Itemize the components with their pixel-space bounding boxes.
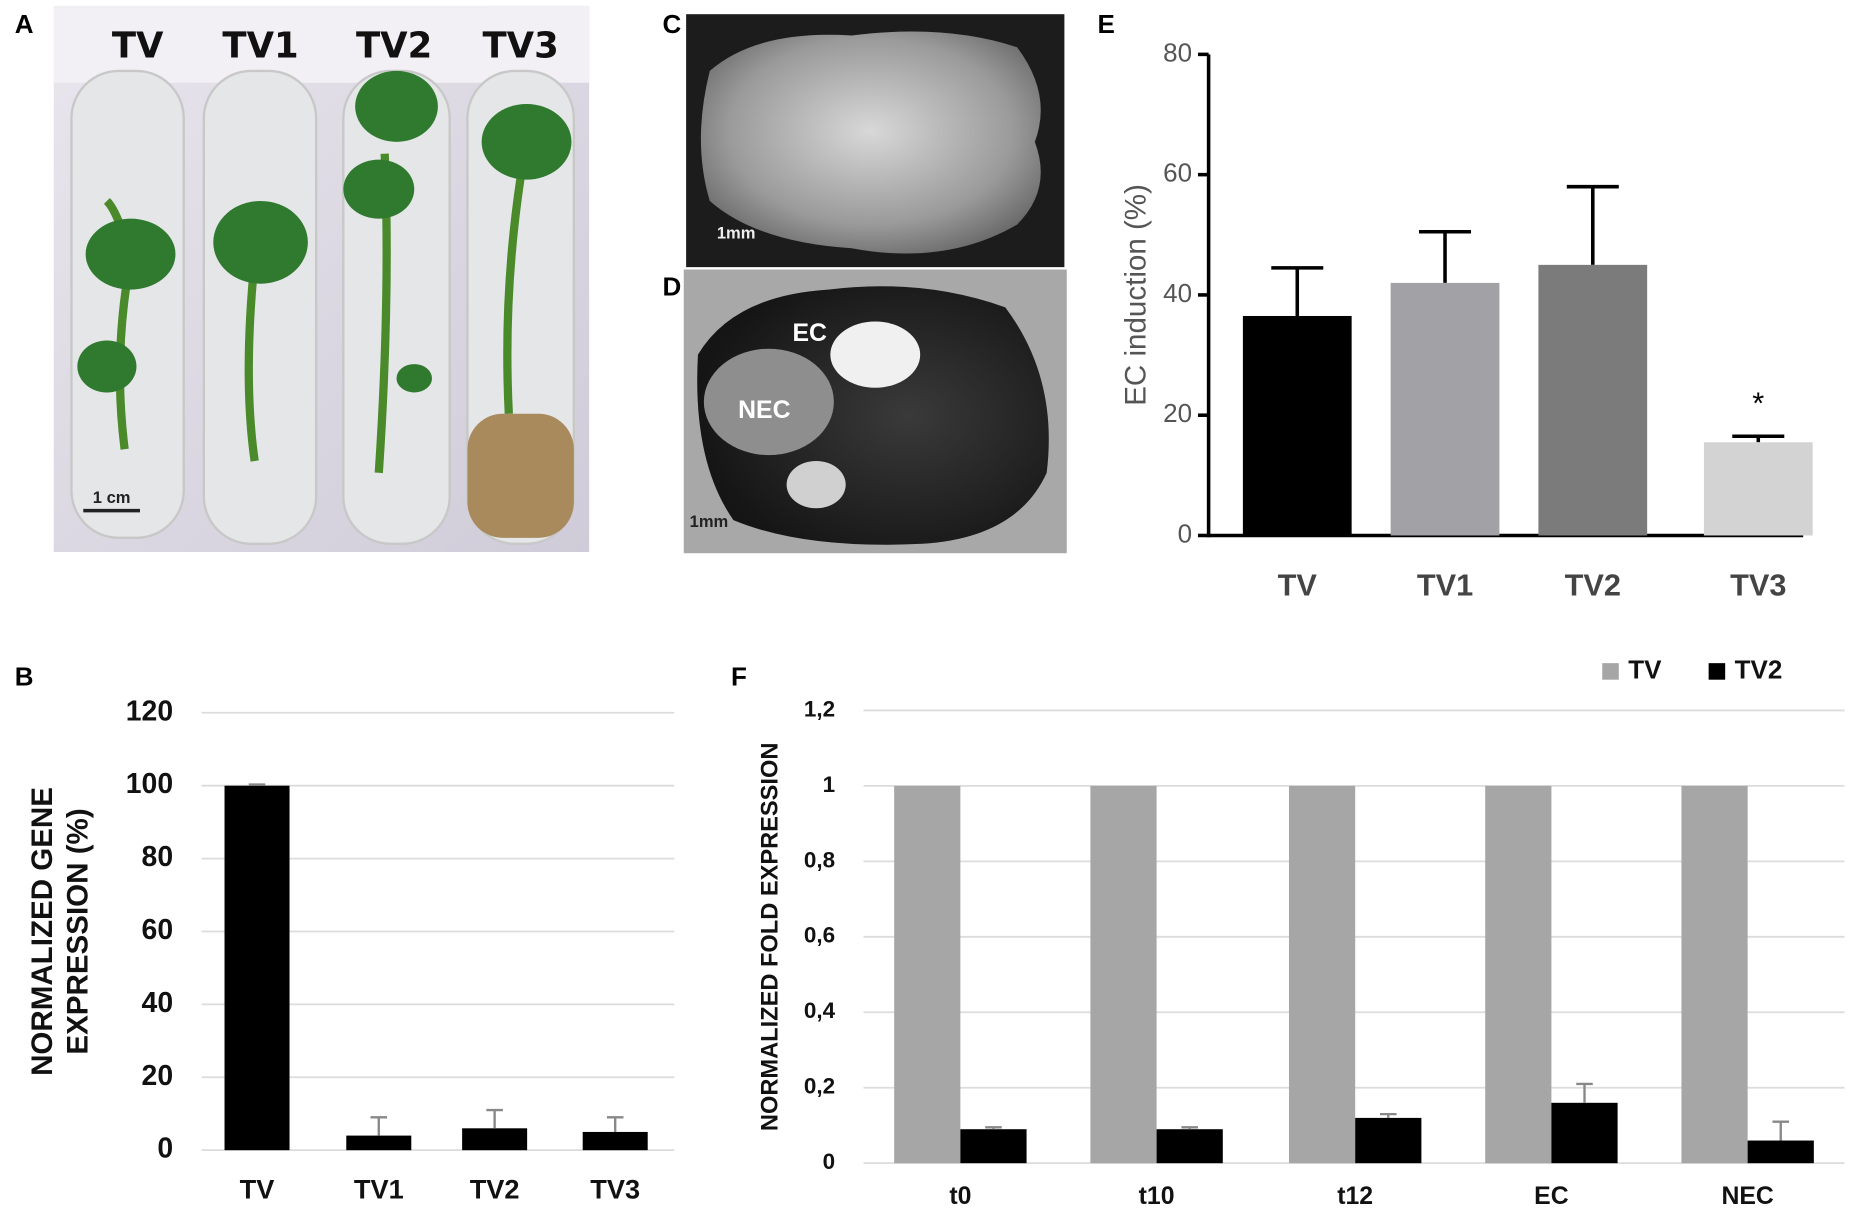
y-tick-label: 0 xyxy=(157,1133,173,1165)
bar xyxy=(960,1129,1027,1164)
tube-label: TV2 xyxy=(356,25,432,66)
bar xyxy=(462,1128,528,1151)
error-bar xyxy=(1732,434,1785,443)
error-bar xyxy=(1772,1120,1790,1141)
y-tick-label: 120 xyxy=(126,695,173,727)
bar xyxy=(1538,264,1648,536)
tube-label: TV3 xyxy=(482,25,558,66)
error-bar xyxy=(1576,1082,1593,1103)
y-tick-label: 40 xyxy=(142,987,174,1019)
callout-label: EC xyxy=(793,320,828,347)
y-axis-label: EC induction (%) xyxy=(1119,184,1152,406)
error-bar xyxy=(1380,1112,1397,1118)
bar xyxy=(346,1135,412,1151)
photo-c: 1mm xyxy=(686,14,1065,268)
panel-letter: B xyxy=(15,661,34,691)
x-tick-label: TV xyxy=(1278,568,1318,603)
scale-label: 1mm xyxy=(690,512,729,531)
error-bar xyxy=(1566,184,1619,265)
x-tick-label: t10 xyxy=(1139,1183,1175,1210)
x-tick-label: t0 xyxy=(949,1183,971,1210)
callout-label: NEC xyxy=(738,397,790,424)
y-tick-label: 20 xyxy=(1163,398,1192,428)
annotation: * xyxy=(1752,386,1764,421)
x-tick-label: TV2 xyxy=(1565,568,1621,603)
y-tick-label: 0,4 xyxy=(804,998,836,1023)
x-tick-label: TV xyxy=(240,1174,275,1205)
tube-label: TV1 xyxy=(222,25,298,66)
panel-letter: E xyxy=(1097,9,1114,39)
scale-label: 1mm xyxy=(717,223,756,242)
panel-letter: D xyxy=(662,271,681,301)
bar xyxy=(1747,1140,1814,1164)
panel-letter: F xyxy=(731,661,747,691)
y-tick-label: 0 xyxy=(823,1149,835,1174)
bar xyxy=(1288,785,1356,1164)
panel-letter: C xyxy=(662,9,681,39)
error-bar xyxy=(606,1116,624,1132)
legend-swatch xyxy=(1602,663,1619,680)
legend-swatch xyxy=(1708,663,1726,680)
y-tick-label: 0 xyxy=(1178,518,1192,548)
x-tick-label: TV1 xyxy=(354,1174,404,1205)
error-bar xyxy=(486,1108,503,1129)
legend-label: TV2 xyxy=(1735,654,1783,684)
bar xyxy=(1681,785,1748,1164)
photo-d: EC NEC 1mm xyxy=(683,269,1067,554)
error-bar xyxy=(1419,230,1472,283)
bar xyxy=(1090,785,1157,1164)
y-tick-label: 80 xyxy=(1163,37,1192,67)
scale-label: 1 cm xyxy=(93,488,131,507)
bar xyxy=(224,785,290,1151)
error-bar xyxy=(248,783,266,786)
y-tick-label: 100 xyxy=(126,768,173,800)
bar xyxy=(1703,442,1813,536)
y-tick-label: 0,6 xyxy=(804,923,835,948)
y-tick-label: 20 xyxy=(142,1060,174,1092)
bar xyxy=(1551,1102,1618,1164)
bar xyxy=(1390,282,1500,536)
x-tick-label: NEC xyxy=(1721,1183,1773,1210)
panel-letter: A xyxy=(15,9,34,39)
bar xyxy=(1485,785,1552,1164)
y-axis-label: NORMALIZED GENE xyxy=(26,787,59,1076)
error-bar xyxy=(370,1116,388,1136)
chart: 0 20 40 60 80 100 120 NORMALIZED GENE EXPRESSION… xyxy=(26,695,675,1205)
x-tick-label: t12 xyxy=(1337,1183,1373,1210)
bar xyxy=(1242,315,1352,536)
error-bar xyxy=(1181,1126,1198,1130)
y-tick-label: 1 xyxy=(823,772,835,797)
x-tick-label: TV3 xyxy=(590,1174,640,1205)
y-tick-label: 0,2 xyxy=(804,1074,835,1099)
y-tick-label: 1,2 xyxy=(804,696,835,721)
chart: 0 20 40 60 80 EC induction (%) * TV TV1 TV2 TV3 xyxy=(1119,37,1813,603)
error-bar xyxy=(1271,266,1324,316)
y-tick-label: 40 xyxy=(1163,278,1192,308)
y-tick-label: 60 xyxy=(142,914,174,946)
x-tick-label: TV1 xyxy=(1417,568,1473,603)
bar xyxy=(1156,1129,1223,1164)
x-tick-label: EC xyxy=(1534,1183,1569,1210)
chart: 0 0,2 0,4 0,6 0,8 1 1,2 NORMALIZED FOLD EXPRESS… xyxy=(757,654,1845,1210)
error-bar xyxy=(985,1126,1002,1130)
tube-label: TV xyxy=(112,25,164,66)
bar xyxy=(894,785,961,1164)
y-tick-label: 0,8 xyxy=(804,847,835,872)
y-axis-label: NORMALIZED FOLD EXPRESSION xyxy=(757,743,783,1132)
y-tick-label: 80 xyxy=(142,841,174,873)
x-tick-label: TV2 xyxy=(470,1174,520,1205)
photo-a: TV TV1 TV2 TV3 1 cm xyxy=(53,5,590,553)
bar xyxy=(582,1131,648,1151)
legend-label: TV xyxy=(1628,654,1662,684)
y-tick-label: 60 xyxy=(1163,158,1192,188)
x-tick-label: TV3 xyxy=(1730,568,1786,603)
y-axis-label: EXPRESSION (%) xyxy=(62,808,95,1054)
bar xyxy=(1355,1117,1422,1164)
